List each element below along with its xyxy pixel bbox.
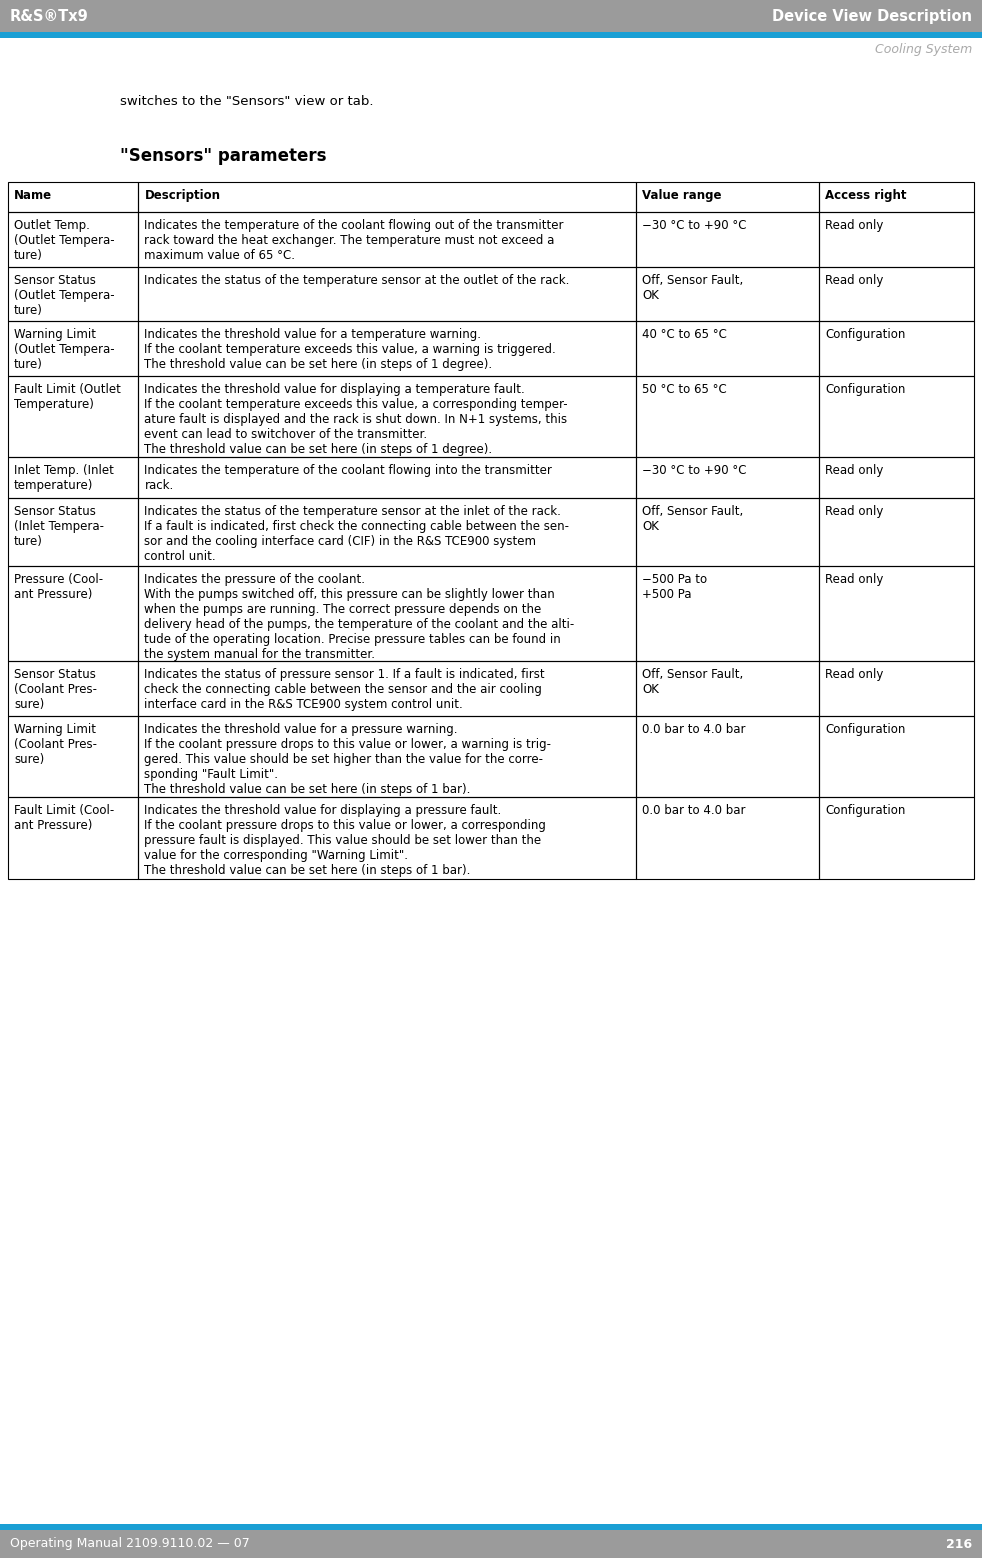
Text: Warning Limit
(Outlet Tempera-
ture): Warning Limit (Outlet Tempera- ture) bbox=[14, 329, 115, 371]
Text: Off, Sensor Fault,
OK: Off, Sensor Fault, OK bbox=[642, 274, 743, 302]
Text: −30 °C to +90 °C: −30 °C to +90 °C bbox=[642, 464, 746, 477]
Text: Read only: Read only bbox=[826, 464, 884, 477]
Text: switches to the "Sensors" view or tab.: switches to the "Sensors" view or tab. bbox=[120, 95, 373, 108]
Bar bbox=[138, 266, 636, 321]
Bar bbox=[819, 212, 974, 266]
Text: Indicates the temperature of the coolant flowing into the transmitter
rack.: Indicates the temperature of the coolant… bbox=[144, 464, 552, 492]
Bar bbox=[138, 798, 636, 879]
Bar bbox=[636, 321, 819, 375]
Bar bbox=[8, 266, 138, 321]
Bar bbox=[819, 266, 974, 321]
Text: Indicates the threshold value for a temperature warning.
If the coolant temperat: Indicates the threshold value for a temp… bbox=[144, 329, 556, 371]
Text: Read only: Read only bbox=[826, 274, 884, 287]
Bar bbox=[8, 212, 138, 266]
Bar bbox=[138, 456, 636, 499]
Text: Operating Manual 2109.9110.02 — 07: Operating Manual 2109.9110.02 — 07 bbox=[10, 1538, 249, 1550]
Bar bbox=[138, 715, 636, 798]
Bar bbox=[819, 798, 974, 879]
Bar bbox=[0, 33, 982, 37]
Bar bbox=[138, 182, 636, 212]
Text: −30 °C to +90 °C: −30 °C to +90 °C bbox=[642, 220, 746, 232]
Bar bbox=[0, 1530, 982, 1558]
Bar bbox=[636, 182, 819, 212]
Text: Value range: Value range bbox=[642, 189, 722, 203]
Text: Access right: Access right bbox=[826, 189, 907, 203]
Text: Configuration: Configuration bbox=[826, 383, 905, 396]
Bar bbox=[819, 375, 974, 456]
Text: Off, Sensor Fault,
OK: Off, Sensor Fault, OK bbox=[642, 505, 743, 533]
Bar bbox=[8, 566, 138, 661]
Text: Sensor Status
(Coolant Pres-
sure): Sensor Status (Coolant Pres- sure) bbox=[14, 668, 97, 710]
Bar bbox=[8, 499, 138, 566]
Text: Indicates the status of pressure sensor 1. If a fault is indicated, first
check : Indicates the status of pressure sensor … bbox=[144, 668, 545, 710]
Bar bbox=[636, 798, 819, 879]
Text: Indicates the pressure of the coolant.
With the pumps switched off, this pressur: Indicates the pressure of the coolant. W… bbox=[144, 573, 574, 661]
Bar bbox=[819, 321, 974, 375]
Text: Sensor Status
(Outlet Tempera-
ture): Sensor Status (Outlet Tempera- ture) bbox=[14, 274, 115, 316]
Bar bbox=[636, 715, 819, 798]
Text: Off, Sensor Fault,
OK: Off, Sensor Fault, OK bbox=[642, 668, 743, 696]
Bar bbox=[138, 661, 636, 715]
Text: Cooling System: Cooling System bbox=[875, 44, 972, 56]
Bar bbox=[138, 212, 636, 266]
Bar bbox=[8, 715, 138, 798]
Bar bbox=[8, 798, 138, 879]
Bar bbox=[138, 499, 636, 566]
Bar bbox=[138, 375, 636, 456]
Bar bbox=[819, 456, 974, 499]
Bar bbox=[636, 661, 819, 715]
Bar bbox=[636, 456, 819, 499]
Text: Device View Description: Device View Description bbox=[772, 8, 972, 23]
Bar bbox=[8, 321, 138, 375]
Text: R&S®Tx9: R&S®Tx9 bbox=[10, 8, 88, 23]
Text: Pressure (Cool-
ant Pressure): Pressure (Cool- ant Pressure) bbox=[14, 573, 103, 601]
Bar bbox=[636, 499, 819, 566]
Bar bbox=[819, 715, 974, 798]
Text: Indicates the threshold value for displaying a temperature fault.
If the coolant: Indicates the threshold value for displa… bbox=[144, 383, 568, 455]
Bar bbox=[819, 566, 974, 661]
Bar bbox=[819, 499, 974, 566]
Text: −500 Pa to
+500 Pa: −500 Pa to +500 Pa bbox=[642, 573, 707, 601]
Text: Read only: Read only bbox=[826, 220, 884, 232]
Bar bbox=[138, 321, 636, 375]
Text: Indicates the status of the temperature sensor at the inlet of the rack.
If a fa: Indicates the status of the temperature … bbox=[144, 505, 570, 562]
Text: Indicates the threshold value for a pressure warning.
If the coolant pressure dr: Indicates the threshold value for a pres… bbox=[144, 723, 552, 796]
Text: Configuration: Configuration bbox=[826, 329, 905, 341]
Bar bbox=[138, 566, 636, 661]
Bar bbox=[8, 456, 138, 499]
Text: Warning Limit
(Coolant Pres-
sure): Warning Limit (Coolant Pres- sure) bbox=[14, 723, 97, 765]
Text: 216: 216 bbox=[946, 1538, 972, 1550]
Bar bbox=[819, 661, 974, 715]
Bar bbox=[636, 566, 819, 661]
Text: 50 °C to 65 °C: 50 °C to 65 °C bbox=[642, 383, 727, 396]
Bar bbox=[8, 661, 138, 715]
Bar bbox=[8, 375, 138, 456]
Text: Description: Description bbox=[144, 189, 220, 203]
Bar bbox=[636, 266, 819, 321]
Text: Read only: Read only bbox=[826, 668, 884, 681]
Text: Fault Limit (Cool-
ant Pressure): Fault Limit (Cool- ant Pressure) bbox=[14, 804, 114, 832]
Bar bbox=[819, 182, 974, 212]
Text: Configuration: Configuration bbox=[826, 723, 905, 735]
Text: Sensor Status
(Inlet Tempera-
ture): Sensor Status (Inlet Tempera- ture) bbox=[14, 505, 104, 548]
Bar bbox=[636, 212, 819, 266]
Text: 40 °C to 65 °C: 40 °C to 65 °C bbox=[642, 329, 727, 341]
Bar bbox=[8, 182, 138, 212]
Text: Fault Limit (Outlet
Temperature): Fault Limit (Outlet Temperature) bbox=[14, 383, 121, 410]
Text: Indicates the temperature of the coolant flowing out of the transmitter
rack tow: Indicates the temperature of the coolant… bbox=[144, 220, 564, 262]
Text: Outlet Temp.
(Outlet Tempera-
ture): Outlet Temp. (Outlet Tempera- ture) bbox=[14, 220, 115, 262]
Text: "Sensors" parameters: "Sensors" parameters bbox=[120, 146, 326, 165]
Bar bbox=[0, 1524, 982, 1530]
Text: Inlet Temp. (Inlet
temperature): Inlet Temp. (Inlet temperature) bbox=[14, 464, 114, 492]
Text: Indicates the status of the temperature sensor at the outlet of the rack.: Indicates the status of the temperature … bbox=[144, 274, 570, 287]
Bar bbox=[636, 375, 819, 456]
Text: Read only: Read only bbox=[826, 505, 884, 517]
Text: 0.0 bar to 4.0 bar: 0.0 bar to 4.0 bar bbox=[642, 804, 745, 816]
Text: Configuration: Configuration bbox=[826, 804, 905, 816]
Bar bbox=[0, 0, 982, 33]
Text: Read only: Read only bbox=[826, 573, 884, 586]
Text: 0.0 bar to 4.0 bar: 0.0 bar to 4.0 bar bbox=[642, 723, 745, 735]
Text: Name: Name bbox=[14, 189, 52, 203]
Text: Indicates the threshold value for displaying a pressure fault.
If the coolant pr: Indicates the threshold value for displa… bbox=[144, 804, 546, 877]
